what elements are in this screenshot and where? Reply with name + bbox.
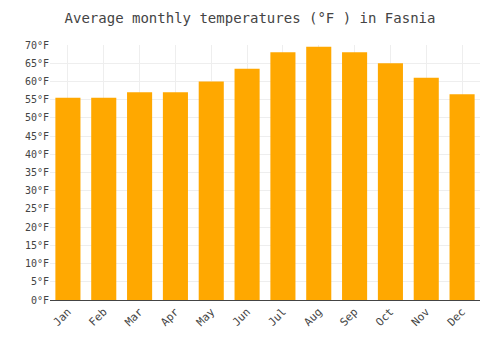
svg-text:20°F: 20°F — [25, 222, 49, 233]
svg-text:25°F: 25°F — [25, 203, 49, 214]
svg-text:Feb: Feb — [87, 306, 110, 329]
svg-text:30°F: 30°F — [25, 185, 49, 196]
svg-text:Sep: Sep — [337, 306, 360, 329]
svg-text:50°F: 50°F — [25, 112, 49, 123]
svg-text:Jan: Jan — [51, 306, 74, 329]
svg-text:Apr: Apr — [158, 305, 182, 329]
svg-text:45°F: 45°F — [25, 131, 49, 142]
svg-text:0°F: 0°F — [31, 295, 49, 306]
svg-text:55°F: 55°F — [25, 94, 49, 105]
svg-text:Mar: Mar — [122, 305, 146, 329]
svg-text:Nov: Nov — [409, 305, 433, 329]
svg-text:Jul: Jul — [266, 306, 289, 329]
svg-text:May: May — [194, 305, 218, 329]
svg-text:40°F: 40°F — [25, 149, 49, 160]
svg-text:60°F: 60°F — [25, 76, 49, 87]
svg-text:35°F: 35°F — [25, 167, 49, 178]
svg-text:70°F: 70°F — [25, 40, 49, 51]
svg-text:5°F: 5°F — [31, 276, 49, 287]
svg-text:Dec: Dec — [445, 306, 468, 329]
svg-text:Jun: Jun — [230, 306, 253, 329]
svg-text:15°F: 15°F — [25, 240, 49, 251]
svg-text:65°F: 65°F — [25, 58, 49, 69]
svg-text:Aug: Aug — [302, 306, 325, 329]
svg-text:10°F: 10°F — [25, 258, 49, 269]
svg-text:Oct: Oct — [373, 306, 396, 329]
svg-text:Average monthly temperatures (: Average monthly temperatures (°F ) in Fa… — [65, 10, 436, 26]
